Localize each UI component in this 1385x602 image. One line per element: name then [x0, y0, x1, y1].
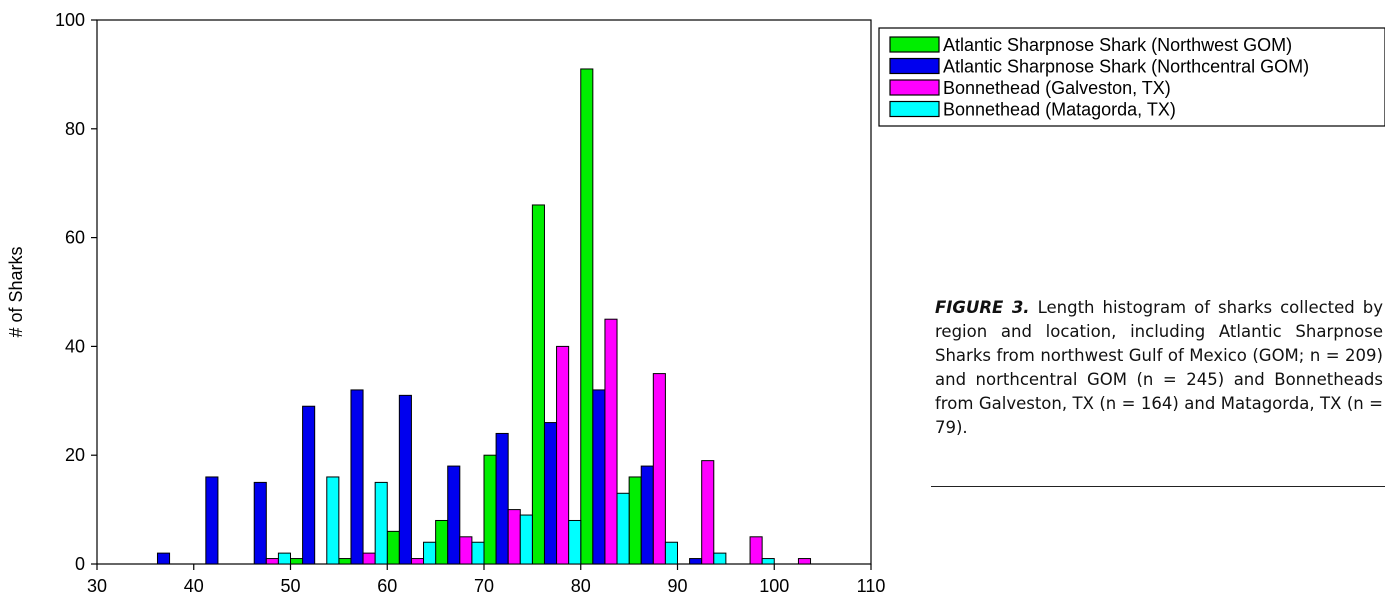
bar-series1-bin65	[435, 519, 449, 565]
y-tick-label-100: 100	[55, 10, 85, 30]
bar-series4-bin65	[471, 541, 485, 565]
bar-series2-bin65	[447, 465, 461, 565]
bar-series4-bin50	[326, 476, 340, 565]
bar-series1-bin85	[628, 476, 642, 565]
axes-group: 30 40 50 60 70 80 90 100 110 0 20 40 60 80 100	[55, 10, 885, 596]
x-tick-label-110: 110	[857, 576, 886, 596]
bar-series2-bin40	[205, 476, 219, 565]
bar-series2-bin80	[592, 389, 606, 565]
x-tick-label-40: 40	[184, 576, 204, 596]
bar-series1-bin75	[531, 204, 545, 565]
bar-series4-bin60	[423, 541, 437, 565]
figure-caption: FIGURE 3. Length histogram of sharks col…	[935, 296, 1383, 440]
bar-series2-bin75	[543, 422, 558, 565]
bar-series1-bin60	[386, 530, 400, 565]
bar-series4-bin70	[519, 514, 533, 565]
bar-series2-bin35	[156, 552, 171, 565]
x-tick-label-30: 30	[87, 576, 107, 596]
bar-series2-bin45	[253, 481, 267, 565]
bar-series3-bin65	[459, 536, 473, 565]
legend-box	[878, 27, 1385, 127]
y-axis-label: # of Sharks	[6, 246, 26, 337]
bar-series3-bin70	[507, 509, 521, 565]
bar-series2-bin60	[398, 394, 412, 565]
caption-divider	[931, 486, 1385, 487]
bar-series3-bin55	[362, 552, 376, 565]
figure-caption-text: Length histogram of sharks collected by …	[935, 298, 1383, 437]
x-tick-label-100: 100	[759, 576, 789, 596]
y-tick-label-0: 0	[75, 554, 85, 574]
bar-series4-bin55	[374, 481, 388, 565]
bar-series1-bin70	[483, 454, 497, 565]
bar-series2-bin55	[350, 389, 364, 565]
bar-series3-bin90	[701, 460, 715, 565]
legend-label-1: Atlantic Sharpnose Shark (Northwest GOM)	[943, 35, 1292, 55]
bar-series1-bin55	[338, 558, 352, 565]
legend-swatch-2	[889, 57, 940, 75]
bar-series3-bin80	[604, 318, 618, 565]
x-tick-label-90: 90	[667, 576, 687, 596]
bar-series2-bin70	[495, 432, 509, 565]
bars-group	[156, 68, 812, 565]
legend-label-2: Atlantic Sharpnose Shark (Northcentral G…	[943, 57, 1309, 77]
bar-series3-bin95	[749, 536, 763, 565]
bar-series3-bin85	[652, 373, 666, 565]
bar-series3-bin60	[410, 558, 425, 565]
y-tick-label-40: 40	[65, 336, 85, 356]
x-tick-label-50: 50	[280, 576, 300, 596]
bar-series1-bin80	[580, 68, 594, 565]
bar-series2-bin50	[302, 405, 316, 565]
y-tick-label-60: 60	[65, 228, 85, 248]
bar-series4-bin80	[616, 492, 630, 565]
bar-series2-bin85	[640, 465, 654, 565]
figure-label: FIGURE 3.	[935, 298, 1030, 317]
bar-series4-bin45	[277, 552, 292, 565]
x-tick-label-80: 80	[571, 576, 591, 596]
bar-series2-bin90	[689, 558, 703, 565]
legend: Atlantic Sharpnose Shark (Northwest GOM)…	[878, 27, 1385, 127]
bar-series3-bin45	[265, 558, 279, 565]
bar-series4-bin75	[568, 519, 582, 565]
x-tick-label-70: 70	[474, 576, 494, 596]
y-tick-label-20: 20	[65, 445, 85, 465]
legend-label-4: Bonnethead (Matagorda, TX)	[943, 100, 1176, 120]
bar-series3-bin75	[556, 345, 570, 565]
x-tick-label-60: 60	[377, 576, 397, 596]
bar-series4-bin90	[713, 552, 727, 565]
legend-swatch-1	[889, 36, 940, 53]
bar-series4-bin85	[664, 541, 678, 565]
y-tick-label-80: 80	[65, 119, 85, 139]
legend-swatch-3	[889, 79, 940, 96]
bar-series1-bin50	[290, 558, 304, 565]
bar-series4-bin95	[761, 558, 775, 565]
bar-series3-bin100	[797, 558, 812, 565]
legend-swatch-4	[889, 100, 940, 118]
legend-label-3: Bonnethead (Galveston, TX)	[943, 78, 1171, 98]
